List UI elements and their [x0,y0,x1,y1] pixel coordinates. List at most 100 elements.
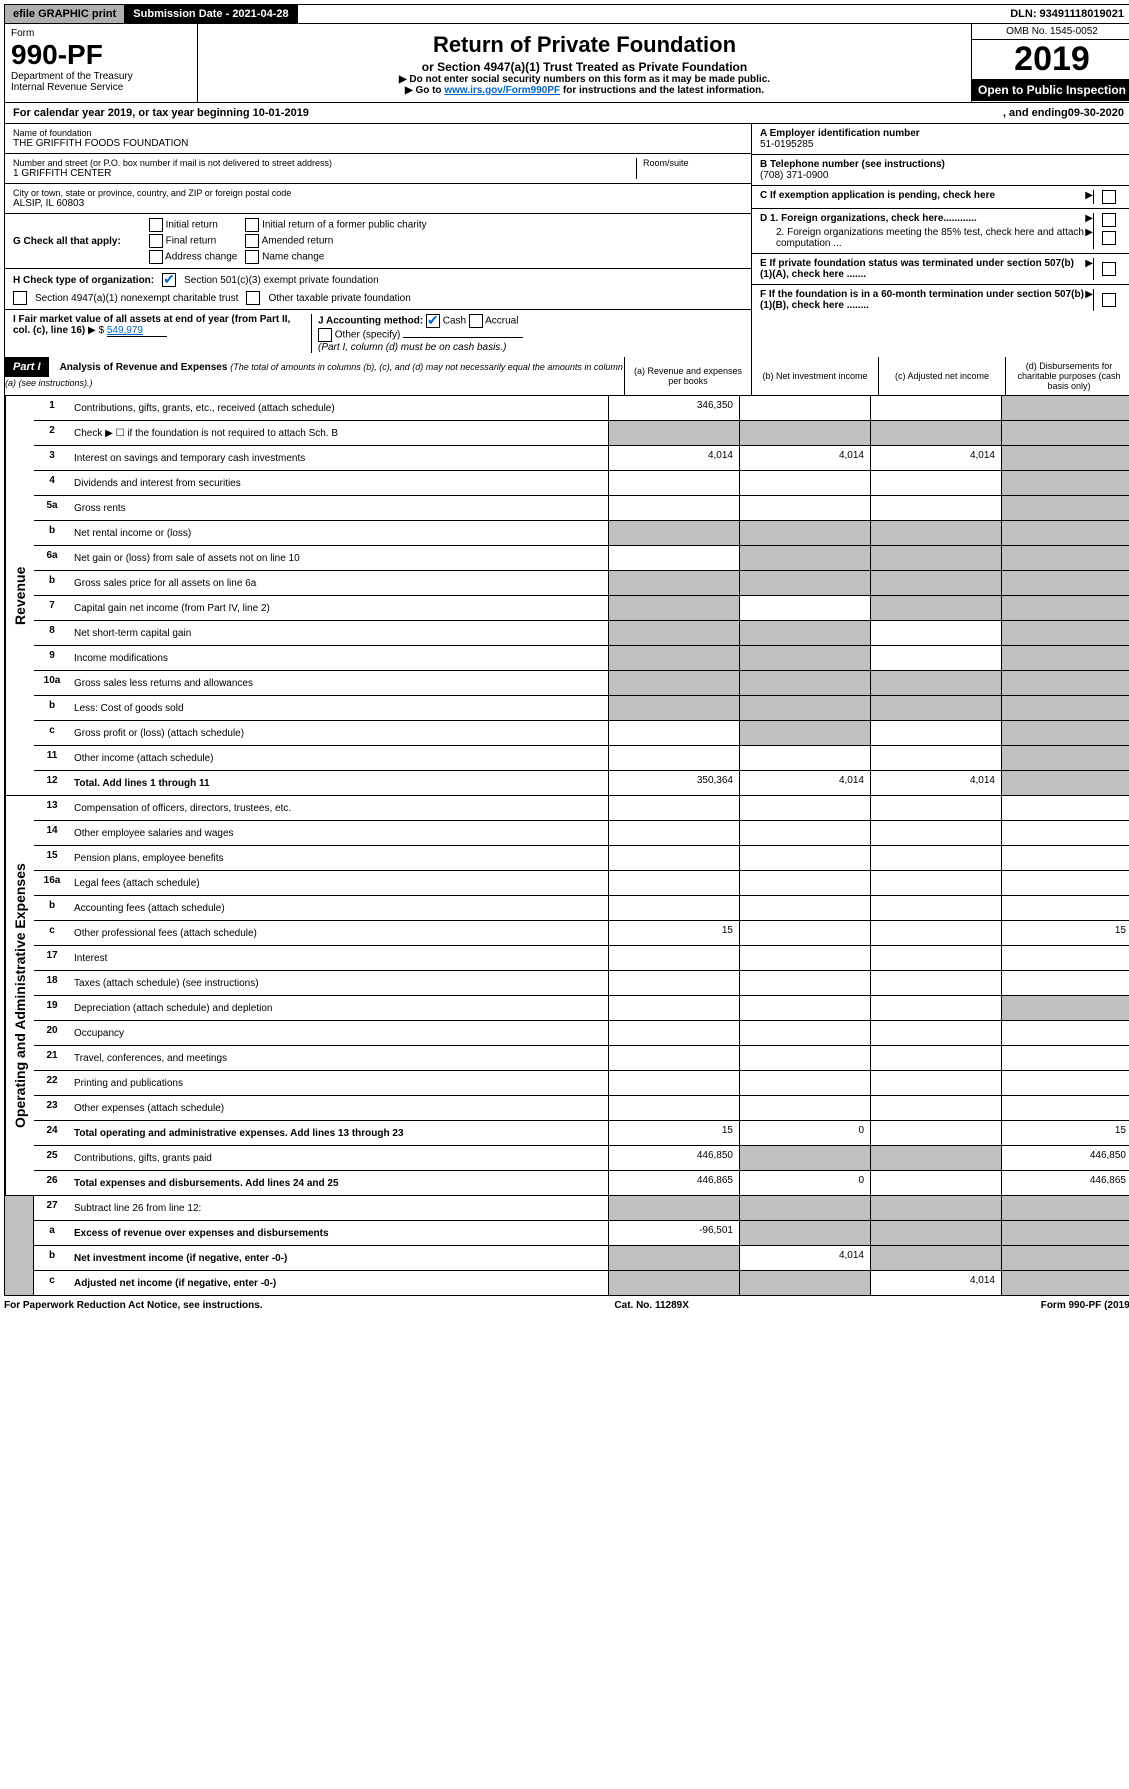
table-row: 11Other income (attach schedule) [34,746,1129,771]
instr2-post: for instructions and the latest informat… [563,85,764,96]
address-change-checkbox[interactable] [149,250,163,264]
h-label: H Check type of organization: [13,275,154,286]
table-row: 6aNet gain or (loss) from sale of assets… [34,546,1129,571]
table-row: 12Total. Add lines 1 through 11350,3644,… [34,771,1129,795]
footer-right: Form 990-PF (2019) [1041,1300,1129,1311]
form-header: Form 990-PF Department of the Treasury I… [4,24,1129,103]
501c3-checkbox[interactable] [162,273,176,287]
other-method-checkbox[interactable] [318,328,332,342]
submission-date: Submission Date - 2021-04-28 [125,5,297,23]
ending-label: , and ending [1003,107,1068,119]
header-left: Form 990-PF Department of the Treasury I… [5,24,198,102]
col-a-header: (a) Revenue and expenses per books [624,357,751,395]
calendar-year-row: For calendar year 2019, or tax year begi… [4,103,1129,124]
d2-label: 2. Foreign organizations meeting the 85%… [760,227,1085,249]
d2-checkbox[interactable] [1102,231,1116,245]
d-cell: D 1. Foreign organizations, check here..… [752,209,1129,254]
e-checkbox[interactable] [1102,262,1116,276]
accrual-checkbox[interactable] [469,314,483,328]
table-row: 5aGross rents [34,496,1129,521]
4947a1-checkbox[interactable] [13,291,27,305]
foundation-info: Name of foundation THE GRIFFITH FOODS FO… [4,124,1129,357]
header-center: Return of Private Foundation or Section … [198,24,971,102]
ein-cell: A Employer identification number 51-0195… [752,124,1129,155]
expenses-table: Operating and Administrative Expenses 13… [4,796,1129,1196]
cash-checkbox[interactable] [426,314,440,328]
expenses-label: Operating and Administrative Expenses [5,796,34,1195]
opt-accrual: Accrual [485,316,518,327]
ending-date: 09-30-2020 [1068,107,1124,119]
opt-amended: Amended return [262,236,334,247]
table-row: 25Contributions, gifts, grants paid446,8… [34,1146,1129,1171]
summary-table: 27Subtract line 26 from line 12:aExcess … [4,1196,1129,1296]
part1-title: Analysis of Revenue and Expenses [60,362,228,373]
phone-cell: B Telephone number (see instructions) (7… [752,155,1129,186]
form-subtitle: or Section 4947(a)(1) Trust Treated as P… [204,60,965,74]
address-cell: Number and street (or P.O. box number if… [5,154,751,184]
f-cell: F If the foundation is in a 60-month ter… [752,285,1129,315]
table-row: 22Printing and publications [34,1071,1129,1096]
opt-address: Address change [165,252,237,263]
table-row: 20Occupancy [34,1021,1129,1046]
initial-return-checkbox[interactable] [149,218,163,232]
table-row: 23Other expenses (attach schedule) [34,1096,1129,1121]
table-row: 19Depreciation (attach schedule) and dep… [34,996,1129,1021]
other-taxable-checkbox[interactable] [246,291,260,305]
name-change-checkbox[interactable] [245,250,259,264]
instr2-pre: ▶ Go to [405,85,444,96]
city-label: City or town, state or province, country… [13,188,743,198]
table-row: bGross sales price for all assets on lin… [34,571,1129,596]
top-bar: efile GRAPHIC print Submission Date - 20… [4,4,1129,24]
dln-label: DLN: 93491118019021 [1002,5,1129,23]
c-checkbox[interactable] [1102,190,1116,204]
final-return-checkbox[interactable] [149,234,163,248]
table-row: 4Dividends and interest from securities [34,471,1129,496]
section-h: H Check type of organization: Section 50… [5,269,751,310]
table-row: 2Check ▶ ☐ if the foundation is not requ… [34,421,1129,446]
footer-left: For Paperwork Reduction Act Notice, see … [4,1300,263,1311]
header-right: OMB No. 1545-0052 2019 Open to Public In… [971,24,1129,102]
section-g: G Check all that apply: Initial return F… [5,214,751,269]
page-footer: For Paperwork Reduction Act Notice, see … [4,1296,1129,1315]
phone-value: (708) 371-0900 [760,170,1124,181]
tax-year: 2019 [972,40,1129,79]
table-row: cOther professional fees (attach schedul… [34,921,1129,946]
city-cell: City or town, state or province, country… [5,184,751,214]
instruction-1: ▶ Do not enter social security numbers o… [204,74,965,85]
table-row: cAdjusted net income (if negative, enter… [34,1271,1129,1295]
fmv-value[interactable]: 549,979 [107,325,167,337]
opt-cash: Cash [443,316,466,327]
opt-4947: Section 4947(a)(1) nonexempt charitable … [35,293,238,304]
ein-label: A Employer identification number [760,128,1124,139]
table-row: 9Income modifications [34,646,1129,671]
opt-other: Other (specify) [335,330,401,341]
e-label: E If private foundation status was termi… [760,258,1085,280]
amended-checkbox[interactable] [245,234,259,248]
initial-former-checkbox[interactable] [245,218,259,232]
form-label: Form [11,28,191,39]
instruction-2: ▶ Go to www.irs.gov/Form990PF for instru… [204,85,965,96]
table-row: 1Contributions, gifts, grants, etc., rec… [34,396,1129,421]
form-title: Return of Private Foundation [204,32,965,58]
d1-checkbox[interactable] [1102,213,1116,227]
table-row: 14Other employee salaries and wages [34,821,1129,846]
efile-button[interactable]: efile GRAPHIC print [5,5,125,23]
table-row: 13Compensation of officers, directors, t… [34,796,1129,821]
room-label: Room/suite [643,158,743,168]
table-row: cGross profit or (loss) (attach schedule… [34,721,1129,746]
f-label: F If the foundation is in a 60-month ter… [760,289,1085,311]
opt-501c3: Section 501(c)(3) exempt private foundat… [184,275,379,286]
col-d-header: (d) Disbursements for charitable purpose… [1005,357,1129,395]
table-row: 3Interest on savings and temporary cash … [34,446,1129,471]
f-checkbox[interactable] [1102,293,1116,307]
revenue-label: Revenue [5,396,34,795]
table-row: 7Capital gain net income (from Part IV, … [34,596,1129,621]
table-row: 18Taxes (attach schedule) (see instructi… [34,971,1129,996]
d1-label: D 1. Foreign organizations, check here..… [760,213,1085,227]
irs-link[interactable]: www.irs.gov/Form990PF [444,85,560,96]
form-number: 990-PF [11,39,191,71]
j-label: J Accounting method: [318,316,423,327]
table-row: 21Travel, conferences, and meetings [34,1046,1129,1071]
revenue-table: Revenue 1Contributions, gifts, grants, e… [4,396,1129,796]
name-label: Name of foundation [13,128,743,138]
